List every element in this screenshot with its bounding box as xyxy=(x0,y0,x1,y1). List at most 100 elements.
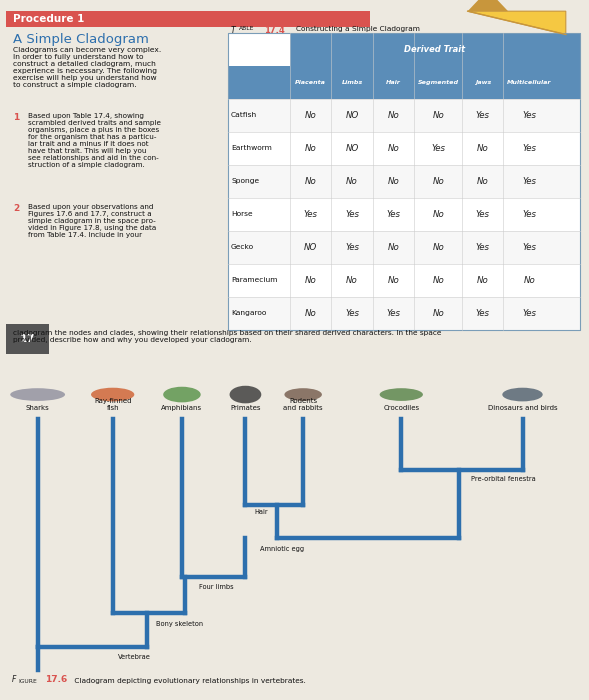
Text: Amniotic egg: Amniotic egg xyxy=(260,547,304,552)
Text: Multicellular: Multicellular xyxy=(507,80,552,85)
Text: Based upon your observations and
Figures 17.6 and 17.7, construct a
simple clado: Based upon your observations and Figures… xyxy=(28,204,156,238)
Text: 2: 2 xyxy=(13,204,19,214)
Text: Yes: Yes xyxy=(345,243,359,251)
Text: No: No xyxy=(477,144,488,153)
Text: No: No xyxy=(524,276,535,285)
Text: Yes: Yes xyxy=(476,309,489,318)
Text: Yes: Yes xyxy=(522,176,537,186)
Text: Hair: Hair xyxy=(254,509,268,515)
Polygon shape xyxy=(468,0,508,11)
Text: Ray-finned
fish: Ray-finned fish xyxy=(94,398,131,411)
Text: Procedure 1: Procedure 1 xyxy=(13,14,84,24)
Text: Primates: Primates xyxy=(230,405,261,411)
Text: NO: NO xyxy=(345,111,359,120)
Text: No: No xyxy=(432,209,444,218)
Text: F: F xyxy=(12,675,16,684)
Text: cladogram the nodes and clades, showing their relationships based on their share: cladogram the nodes and clades, showing … xyxy=(13,330,441,343)
Text: Yes: Yes xyxy=(522,144,537,153)
Text: Rodents
and rabbits: Rodents and rabbits xyxy=(283,398,323,411)
Text: Derived Trait: Derived Trait xyxy=(405,45,465,54)
Polygon shape xyxy=(468,11,566,34)
Text: Yes: Yes xyxy=(476,209,489,218)
Text: Cladograms can become very complex.
In order to fully understand how to
construc: Cladograms can become very complex. In o… xyxy=(13,46,161,88)
Text: Kangaroo: Kangaroo xyxy=(231,310,266,316)
Text: Earthworm: Earthworm xyxy=(231,145,272,151)
Text: IGURE: IGURE xyxy=(19,678,37,684)
Text: Jaws: Jaws xyxy=(475,80,491,85)
Text: 1: 1 xyxy=(13,113,19,122)
Text: Four limbs: Four limbs xyxy=(199,584,234,590)
FancyBboxPatch shape xyxy=(228,297,580,330)
Text: Vertebrae: Vertebrae xyxy=(118,654,151,660)
FancyBboxPatch shape xyxy=(228,164,580,197)
Text: Gecko: Gecko xyxy=(231,244,254,250)
Text: No: No xyxy=(346,276,358,285)
Ellipse shape xyxy=(163,386,201,402)
Text: Yes: Yes xyxy=(345,209,359,218)
Text: No: No xyxy=(388,276,399,285)
FancyBboxPatch shape xyxy=(228,99,580,132)
Text: No: No xyxy=(477,176,488,186)
Text: Amphibians: Amphibians xyxy=(161,405,203,411)
Text: Yes: Yes xyxy=(476,111,489,120)
Text: Dinosaurs and birds: Dinosaurs and birds xyxy=(488,405,557,411)
FancyBboxPatch shape xyxy=(228,197,580,230)
Text: Yes: Yes xyxy=(522,309,537,318)
Text: No: No xyxy=(346,176,358,186)
Text: No: No xyxy=(477,276,488,285)
Text: No: No xyxy=(432,309,444,318)
FancyBboxPatch shape xyxy=(228,33,580,330)
Text: No: No xyxy=(305,176,316,186)
Text: No: No xyxy=(388,243,399,251)
Text: Placenta: Placenta xyxy=(295,80,326,85)
FancyBboxPatch shape xyxy=(228,264,580,297)
Text: A Simple Cladogram: A Simple Cladogram xyxy=(13,33,148,46)
Text: Cladogram depicting evolutionary relationships in vertebrates.: Cladogram depicting evolutionary relatio… xyxy=(72,678,306,684)
Ellipse shape xyxy=(380,389,423,401)
FancyBboxPatch shape xyxy=(228,66,580,99)
Text: 17.4: 17.4 xyxy=(264,26,285,34)
Ellipse shape xyxy=(10,389,65,401)
Text: 17.6: 17.6 xyxy=(45,675,67,684)
Text: Yes: Yes xyxy=(431,144,445,153)
Text: Constructing a Simple Cladogram: Constructing a Simple Cladogram xyxy=(296,26,420,32)
Text: Based upon Table 17.4, showing
scrambled derived traits and sample
organisms, pl: Based upon Table 17.4, showing scrambled… xyxy=(28,113,161,169)
Text: 17: 17 xyxy=(20,334,35,344)
Text: Yes: Yes xyxy=(522,111,537,120)
Text: ABLE: ABLE xyxy=(239,26,254,31)
Text: Yes: Yes xyxy=(476,243,489,251)
Text: No: No xyxy=(432,243,444,251)
FancyBboxPatch shape xyxy=(6,10,369,27)
Ellipse shape xyxy=(91,388,134,401)
Text: No: No xyxy=(432,276,444,285)
Text: No: No xyxy=(305,111,316,120)
Text: Pre-orbital fenestra: Pre-orbital fenestra xyxy=(471,476,535,482)
Text: Yes: Yes xyxy=(386,309,401,318)
Text: Yes: Yes xyxy=(345,309,359,318)
FancyBboxPatch shape xyxy=(228,132,580,164)
Text: Catfish: Catfish xyxy=(231,112,257,118)
Ellipse shape xyxy=(502,388,542,401)
Text: No: No xyxy=(388,176,399,186)
Text: NO: NO xyxy=(304,243,317,251)
Text: Segmented: Segmented xyxy=(418,80,459,85)
Ellipse shape xyxy=(230,386,262,403)
Text: Paramecium: Paramecium xyxy=(231,277,277,283)
Text: Yes: Yes xyxy=(522,243,537,251)
Text: Sponge: Sponge xyxy=(231,178,259,184)
Text: No: No xyxy=(432,111,444,120)
Text: T: T xyxy=(231,26,236,35)
Text: No: No xyxy=(305,309,316,318)
Text: Yes: Yes xyxy=(386,209,401,218)
Text: No: No xyxy=(388,111,399,120)
Text: Limbs: Limbs xyxy=(342,80,363,85)
Text: Sharks: Sharks xyxy=(26,405,49,411)
Text: Yes: Yes xyxy=(303,209,317,218)
Text: No: No xyxy=(432,176,444,186)
Text: No: No xyxy=(305,276,316,285)
FancyBboxPatch shape xyxy=(6,324,49,354)
Text: Yes: Yes xyxy=(522,209,537,218)
Text: Crocodiles: Crocodiles xyxy=(383,405,419,411)
Text: No: No xyxy=(388,144,399,153)
Text: Bony skeleton: Bony skeleton xyxy=(156,622,203,627)
